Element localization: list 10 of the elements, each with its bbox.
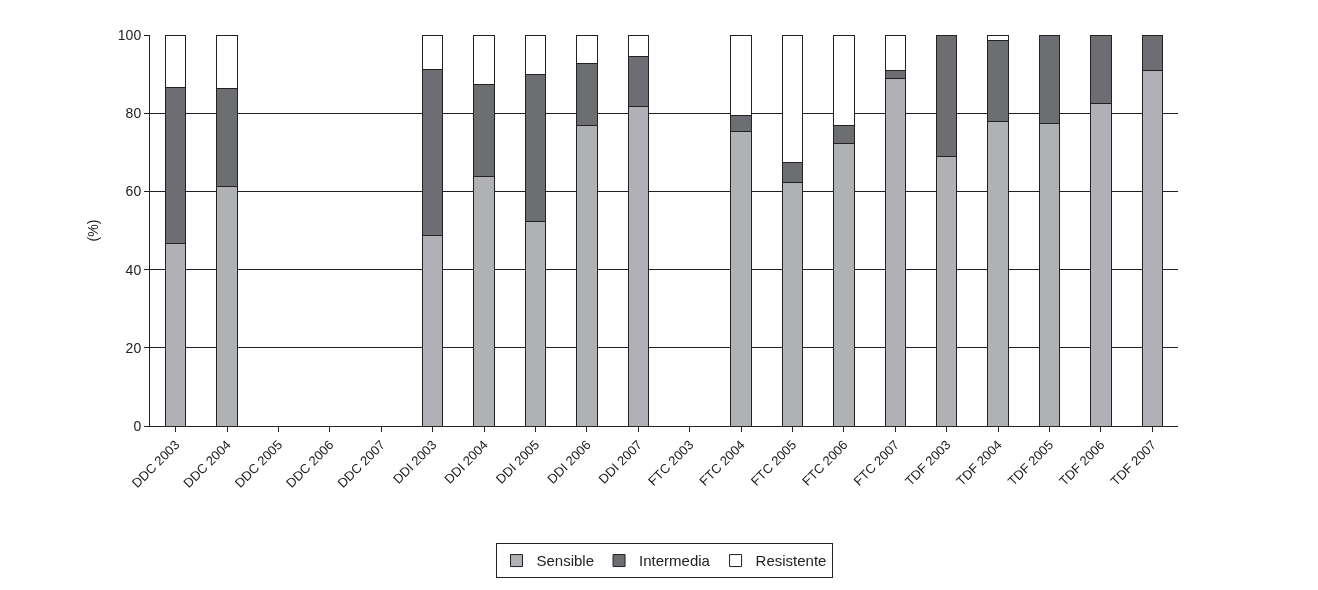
y-tick-label: 40 — [125, 261, 142, 278]
y-tick-label: 60 — [125, 183, 142, 200]
y-tick-label: 80 — [125, 105, 142, 122]
legend-label: Resistente — [755, 552, 827, 570]
y-axis-title: (%) — [85, 219, 102, 242]
legend-label: Intermedia — [639, 552, 711, 570]
y-tick-label: 0 — [133, 417, 142, 434]
y-tick-label: 100 — [117, 26, 142, 43]
legend-label: Sensible — [536, 552, 595, 570]
y-tick-label: 20 — [125, 339, 142, 356]
